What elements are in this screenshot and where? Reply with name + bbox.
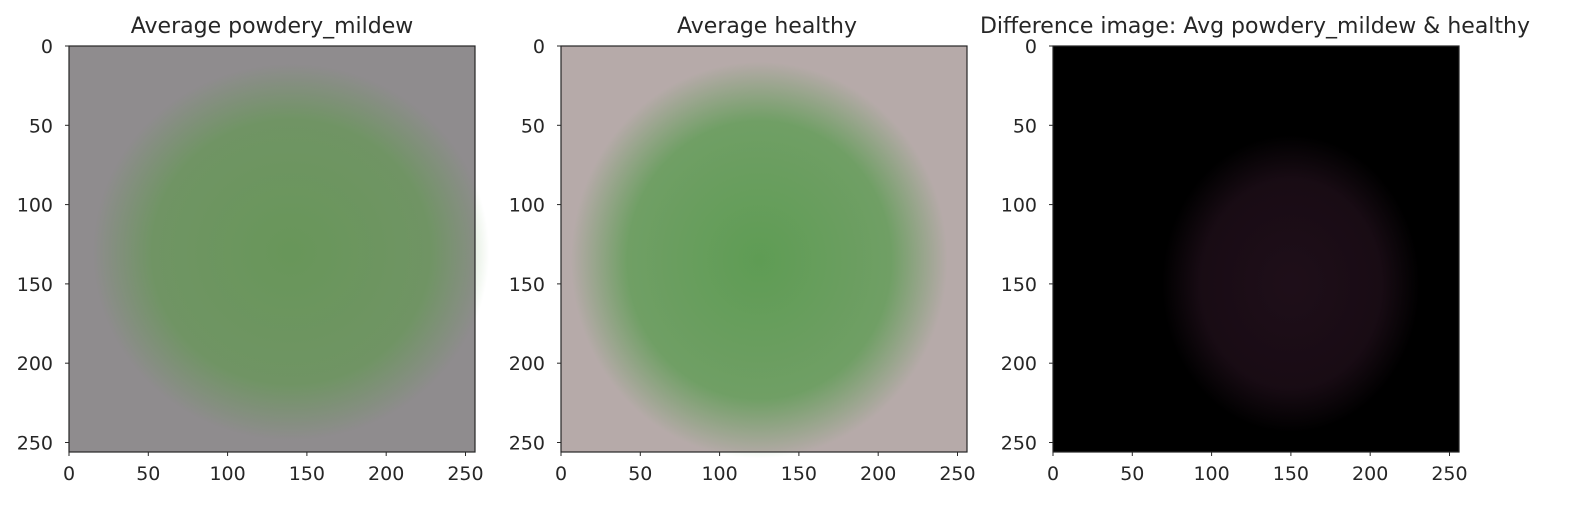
- x-tick-label: 200: [860, 463, 896, 485]
- average-leaf-region: [1162, 135, 1420, 433]
- subplot-1: Average powdery_mildew 0 50 100 150 200 250 0 50…: [17, 14, 490, 485]
- x-tick-label: 200: [368, 463, 404, 485]
- subplot-title: Difference image: Avg powdery_mildew & h…: [980, 14, 1530, 39]
- y-tick-label: 250: [17, 432, 53, 454]
- x-tick-label: 100: [1193, 463, 1229, 485]
- axes-frame: [68, 45, 476, 453]
- y-tick-label: 100: [509, 195, 545, 217]
- subplot-title: Average healthy: [677, 14, 857, 39]
- average-leaf-region: [570, 61, 948, 459]
- y-tick-label: 50: [521, 115, 545, 137]
- average-leaf-region: [92, 63, 490, 441]
- x-tick-label: 250: [447, 463, 483, 485]
- x-tick-label: 50: [136, 463, 160, 485]
- y-tick-label: 0: [1025, 36, 1037, 58]
- y-tick-label: 200: [17, 353, 53, 375]
- x-tick-label: 100: [701, 463, 737, 485]
- y-tick-label: 250: [1001, 432, 1037, 454]
- x-tick-label: 0: [555, 463, 567, 485]
- x-tick-label: 150: [781, 463, 817, 485]
- y-tick-label: 200: [509, 353, 545, 375]
- subplot-3: Difference image: Avg powdery_mildew & h…: [980, 14, 1530, 485]
- y-tick-label: 100: [1001, 195, 1037, 217]
- x-tick-label: 0: [63, 463, 75, 485]
- x-tick-label: 50: [1120, 463, 1144, 485]
- axes-frame: [560, 45, 968, 453]
- axes-frame: [1052, 45, 1460, 453]
- x-tick-label: 150: [1273, 463, 1309, 485]
- x-tick-label: 100: [209, 463, 245, 485]
- y-tick-label: 0: [533, 36, 545, 58]
- x-tick-label: 150: [289, 463, 325, 485]
- y-tick-label: 150: [509, 274, 545, 296]
- x-tick-label: 250: [939, 463, 975, 485]
- x-tick-label: 0: [1047, 463, 1059, 485]
- y-tick-label: 50: [1013, 115, 1037, 137]
- subplot-2: Average healthy 0 50 100 150 200 250 0 50 100 150 2…: [509, 14, 976, 485]
- y-tick-label: 200: [1001, 353, 1037, 375]
- y-tick-label: 250: [509, 432, 545, 454]
- y-tick-label: 150: [17, 274, 53, 296]
- x-tick-label: 250: [1431, 463, 1467, 485]
- x-tick-label: 50: [628, 463, 652, 485]
- subplot-title: Average powdery_mildew: [131, 14, 413, 39]
- y-tick-label: 0: [41, 36, 53, 58]
- x-tick-label: 200: [1352, 463, 1388, 485]
- y-tick-label: 50: [29, 115, 53, 137]
- y-tick-label: 150: [1001, 274, 1037, 296]
- y-tick-label: 100: [17, 195, 53, 217]
